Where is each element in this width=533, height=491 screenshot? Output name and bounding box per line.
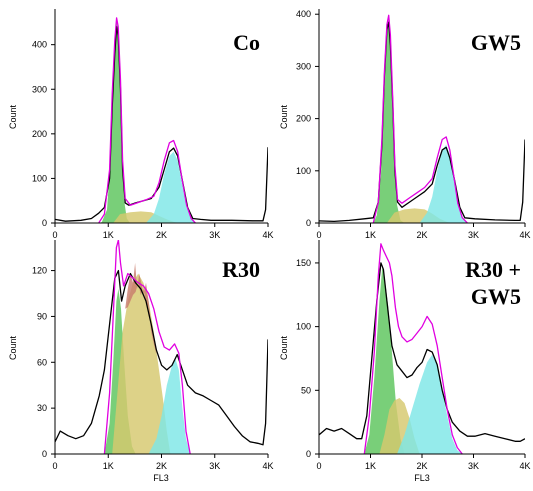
y-tick-label: 100 xyxy=(296,166,311,176)
x-axis-label: FL3 xyxy=(414,473,430,483)
y-axis-label: Count xyxy=(8,336,18,361)
x-tick-label: 3K xyxy=(209,461,220,471)
x-axis-ticks: 0 1K 2K 3K 4K xyxy=(316,454,531,471)
x-axis-ticks: 0 1K 2K 3K 4K xyxy=(316,223,531,240)
y-tick-label: 120 xyxy=(32,266,47,276)
y-tick-label: 300 xyxy=(32,84,47,94)
x-tick-label: 1K xyxy=(365,230,376,240)
histogram-fill-2 xyxy=(146,151,196,223)
panel-title: R30 + GW5 xyxy=(465,257,521,309)
histogram-fill-2 xyxy=(125,262,157,355)
y-axis-ticks: 0 100 200 300 400 xyxy=(296,9,319,228)
panel-title-line: R30 + xyxy=(465,257,521,282)
histogram-panel-r30: 0 30 60 90 120 0 1K 2K 3K 4K Count FL3 R30 xyxy=(8,240,274,483)
y-tick-label: 0 xyxy=(42,218,47,228)
x-tick-label: 3K xyxy=(209,230,220,240)
y-tick-label: 90 xyxy=(37,311,47,321)
x-tick-label: 0 xyxy=(316,461,321,471)
y-tick-label: 0 xyxy=(306,218,311,228)
y-tick-label: 100 xyxy=(32,173,47,183)
panel-title: R30 xyxy=(222,257,260,282)
x-axis-ticks: 0 1K 2K 3K 4K xyxy=(52,223,274,240)
x-tick-label: 3K xyxy=(468,461,479,471)
y-axis-ticks: 0 100 200 300 400 xyxy=(32,40,55,228)
x-tick-label: 3K xyxy=(468,230,479,240)
y-tick-label: 300 xyxy=(296,61,311,71)
histogram-panel-r30-gw5: 0 50 100 150 0 1K 2K 3K 4K Count FL3 R30 + GW5 xyxy=(279,240,531,483)
histogram-fill-2 xyxy=(397,354,463,454)
histogram-line-4 xyxy=(372,14,468,223)
x-tick-label: 4K xyxy=(519,461,530,471)
histogram-fill-0 xyxy=(98,20,130,223)
x-tick-label: 1K xyxy=(365,461,376,471)
y-axis-ticks: 0 50 100 150 xyxy=(296,258,319,459)
histogram-line-5 xyxy=(103,240,191,454)
panel-title: Co xyxy=(233,30,260,55)
x-tick-label: 2K xyxy=(416,230,427,240)
x-tick-label: 2K xyxy=(416,461,427,471)
x-tick-label: 4K xyxy=(262,230,273,240)
histogram-line-4 xyxy=(363,243,463,454)
x-axis-ticks: 0 1K 2K 3K 4K xyxy=(52,454,274,471)
y-axis-ticks: 0 30 60 90 120 xyxy=(32,266,55,459)
x-tick-label: 2K xyxy=(156,461,167,471)
y-tick-label: 30 xyxy=(37,403,47,413)
histogram-line-3 xyxy=(319,262,525,442)
y-axis-label: Count xyxy=(279,336,289,361)
panel-title: GW5 xyxy=(471,30,521,55)
x-tick-label: 4K xyxy=(519,230,530,240)
histogram-panel-gw5: 0 100 200 300 400 0 1K 2K 3K 4K Count GW5 xyxy=(279,9,531,240)
histogram-line-4 xyxy=(98,17,196,223)
x-tick-label: 0 xyxy=(52,461,57,471)
y-tick-label: 0 xyxy=(42,449,47,459)
y-tick-label: 400 xyxy=(32,40,47,50)
x-tick-label: 0 xyxy=(316,230,321,240)
x-tick-label: 1K xyxy=(103,230,114,240)
y-tick-label: 50 xyxy=(301,385,311,395)
y-tick-label: 150 xyxy=(296,258,311,268)
x-tick-label: 4K xyxy=(262,461,273,471)
y-tick-label: 200 xyxy=(296,114,311,124)
plot-area xyxy=(318,240,525,455)
y-tick-label: 0 xyxy=(306,449,311,459)
y-tick-label: 100 xyxy=(296,322,311,332)
x-axis-label: FL3 xyxy=(153,473,169,483)
y-tick-label: 200 xyxy=(32,129,47,139)
y-tick-label: 60 xyxy=(37,357,47,367)
histogram-line-4 xyxy=(55,269,268,446)
y-axis-label: Count xyxy=(8,105,18,130)
panel-title-line: GW5 xyxy=(471,284,521,309)
y-tick-label: 400 xyxy=(296,9,311,19)
histogram-fill-0 xyxy=(373,19,405,223)
histogram-fill-1 xyxy=(112,273,171,454)
plot-area xyxy=(54,240,268,455)
y-axis-label: Count xyxy=(279,105,289,130)
x-tick-label: 0 xyxy=(52,230,57,240)
histogram-fill-3 xyxy=(148,359,191,454)
histogram-fill-2 xyxy=(419,144,468,223)
histogram-panel-co: 0 100 200 300 400 0 1K 2K 3K 4K Count Co xyxy=(8,9,274,240)
x-tick-label: 1K xyxy=(103,461,114,471)
x-tick-label: 2K xyxy=(156,230,167,240)
